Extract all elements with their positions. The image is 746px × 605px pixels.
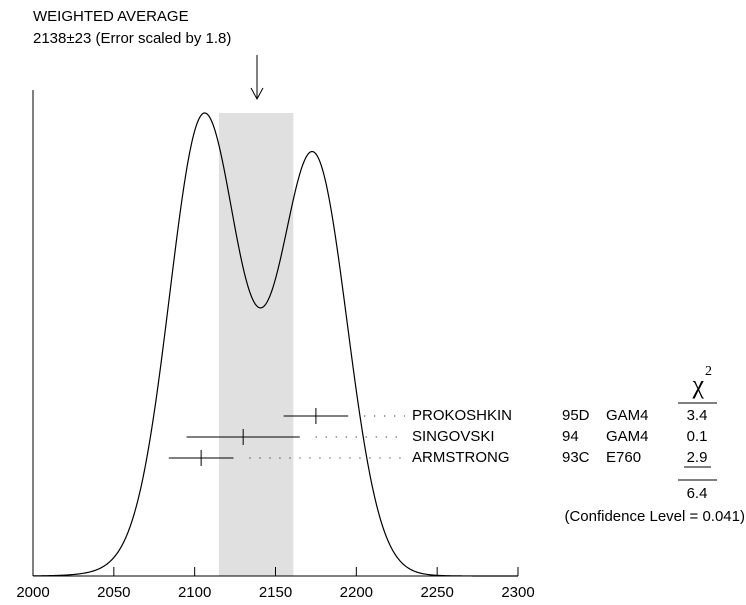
chi2-value: 0.1 — [687, 428, 708, 445]
measurement-name: PROKOSHKIN — [412, 407, 512, 424]
x-tick-label: 2300 — [501, 584, 534, 601]
chi2-power: 2 — [705, 364, 712, 379]
measurement-name: SINGOVSKI — [412, 428, 495, 445]
x-tick-label: 2150 — [259, 584, 292, 601]
measurement-name: ARMSTRONG — [412, 449, 510, 466]
measurement-technique: E760 — [606, 449, 641, 466]
measurement-technique: GAM4 — [606, 407, 649, 424]
chart-title: WEIGHTED AVERAGE — [33, 8, 189, 25]
ideogram-curve — [32, 112, 518, 577]
chi2-value: 2.9 — [687, 449, 708, 466]
x-tick-label: 2200 — [340, 584, 373, 601]
confidence-level: (Confidence Level = 0.041) — [564, 508, 745, 525]
x-tick-label: 2100 — [178, 584, 211, 601]
measurement-year: 93C — [562, 449, 590, 466]
chi2-value: 3.4 — [687, 407, 708, 424]
x-tick-label: 2000 — [16, 584, 49, 601]
average-arrow-head — [250, 87, 264, 101]
x-tick-label: 2250 — [420, 584, 453, 601]
average-band — [218, 113, 294, 576]
measurement-technique: GAM4 — [606, 428, 649, 445]
x-tick-label: 2050 — [97, 584, 130, 601]
chi2-total: 6.4 — [687, 485, 708, 502]
measurement-year: 94 — [562, 428, 579, 445]
measurement-year: 95D — [562, 407, 590, 424]
chi2-symbol: χ — [691, 370, 704, 399]
average-label: 2138±23 (Error scaled by 1.8) — [33, 30, 231, 47]
